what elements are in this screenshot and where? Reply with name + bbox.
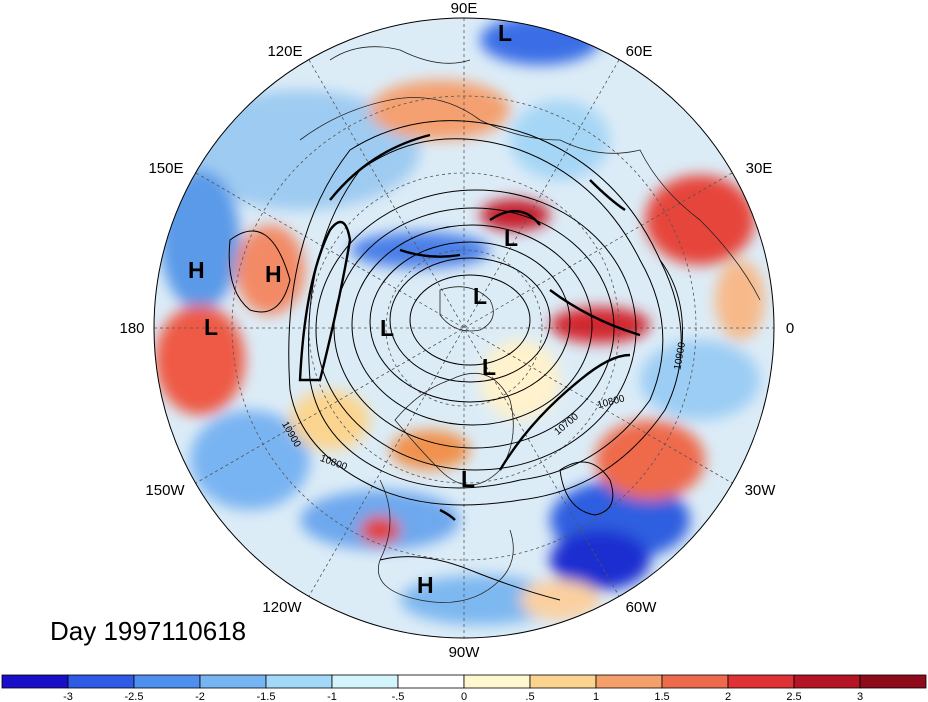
- geopotential-contours: [228, 120, 683, 601]
- colorbar-swatch: [793, 674, 861, 689]
- colorbar-tick-label: 1.5: [654, 691, 669, 702]
- lon-label-120e: 120E: [267, 43, 302, 60]
- map-title: Day 1997110618: [50, 616, 247, 646]
- colorbar-tick-label: 3: [857, 691, 863, 702]
- contour-label: 10900: [672, 341, 688, 371]
- colorbar-tick-label: -1: [327, 691, 337, 702]
- high-center-pacific: H: [265, 261, 282, 287]
- colorbar-tick-label: -2: [195, 691, 205, 702]
- lon-label-120w: 120W: [262, 599, 302, 616]
- colorbar-tick-label: 2.5: [786, 691, 801, 702]
- colorbar-swatch: [727, 674, 795, 689]
- colorbar-tick-label: -2.5: [125, 691, 144, 702]
- low-center-canada: L: [482, 354, 496, 380]
- pressure-centers: L L L L L L L H H H: [188, 20, 518, 598]
- lon-label-90w: 90W: [449, 644, 481, 661]
- colorbar-tick-label: .5: [525, 691, 534, 702]
- anomaly-field: [154, 18, 774, 638]
- colorbar-tick-label: -.5: [392, 691, 405, 702]
- colorbar-tick-label: 1: [593, 691, 599, 702]
- map-border: [153, 17, 775, 639]
- colorbar-swatch: [331, 674, 399, 689]
- colorbar-swatch: [199, 674, 267, 689]
- longitude-labels: 90E 60E 120E 150E 30E 180 0 150W 30W 120…: [119, 0, 794, 661]
- colorbar-swatch: [859, 674, 927, 689]
- lon-label-150e: 150E: [148, 160, 183, 177]
- low-center-east-siberian: L: [380, 315, 394, 341]
- colorbar-swatch: [661, 674, 729, 689]
- lon-label-60e: 60E: [626, 43, 653, 60]
- low-center-arctic: L: [473, 283, 487, 309]
- colorbar-tick-label: 0: [461, 691, 467, 702]
- colorbar: -3 -2.5 -2 -1.5 -1 -.5 0 .5 1 1.5 2 2.5 3: [1, 674, 927, 702]
- low-center-north-pacific: L: [498, 20, 512, 46]
- colorbar-tick-label: 2: [725, 691, 731, 702]
- low-center-pacific: L: [204, 314, 218, 340]
- colorbar-swatch: [1, 674, 69, 689]
- colorbar-swatch: [463, 674, 531, 689]
- high-center-mexico: H: [417, 572, 434, 598]
- colorbar-tick-label: -3: [63, 691, 73, 702]
- colorbar-swatch: [529, 674, 597, 689]
- colorbar-swatch: [67, 674, 135, 689]
- colorbar-swatch: [133, 674, 201, 689]
- lon-label-30e: 30E: [746, 160, 773, 177]
- low-center-labrador: L: [461, 466, 475, 492]
- colorbar-swatch: [397, 674, 465, 689]
- high-center-far-pacific: H: [188, 257, 205, 283]
- lon-label-30w: 30W: [745, 482, 777, 499]
- lon-label-90e: 90E: [451, 0, 478, 17]
- lon-label-0: 0: [786, 320, 794, 337]
- lon-label-60w: 60W: [626, 599, 658, 616]
- coastlines: [299, 46, 761, 603]
- lon-label-150w: 150W: [145, 482, 185, 499]
- colorbar-swatch: [595, 674, 663, 689]
- lon-label-180: 180: [119, 320, 144, 337]
- low-center-siberia: L: [504, 225, 518, 251]
- colorbar-tick-label: -1.5: [257, 691, 276, 702]
- colorbar-swatch: [265, 674, 333, 689]
